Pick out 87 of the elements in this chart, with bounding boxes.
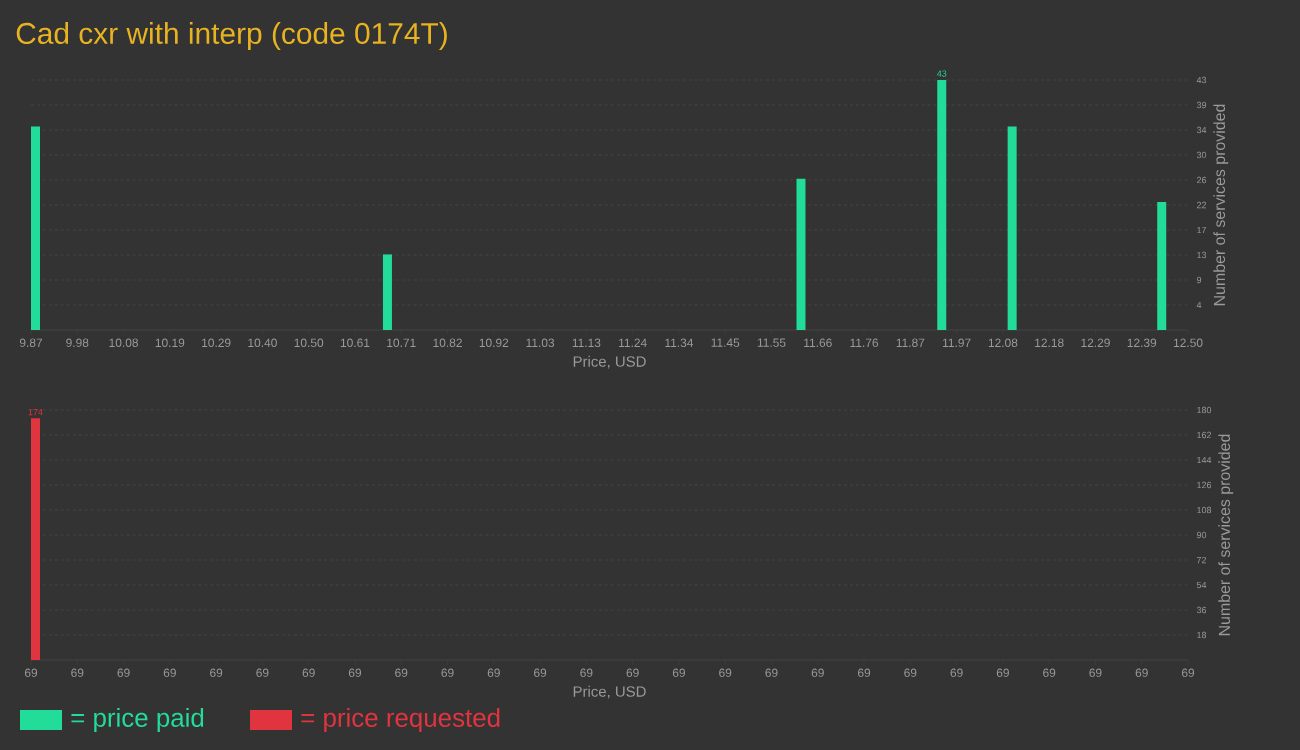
bar	[796, 178, 806, 331]
x-tick-label: 69	[24, 668, 38, 677]
x-tick-label: 69	[1089, 668, 1102, 677]
y-axis-title: Number of services provided	[1218, 434, 1234, 636]
y-tick-label: 26	[1196, 176, 1207, 184]
bar	[31, 126, 40, 331]
x-tick-label: 69	[487, 668, 500, 677]
bar	[937, 80, 947, 331]
y-tick-label: 4	[1196, 301, 1202, 309]
x-tick-label: 11.97	[943, 338, 971, 347]
x-tick-label: 69	[719, 668, 732, 677]
x-tick-label: 69	[580, 668, 593, 677]
y-tick-label: 126	[1197, 481, 1212, 489]
x-tick-label: 10.71	[387, 338, 416, 347]
legend-label: = price paid	[71, 707, 204, 733]
x-tick-label: 69	[1181, 668, 1195, 677]
y-axis-title: Number of services provided	[1213, 104, 1229, 306]
x-axis-title: Price, USD	[573, 685, 646, 699]
x-tick-label: 10.40	[248, 338, 277, 347]
y-tick-label: 54	[1196, 581, 1207, 589]
x-tick-label: 10.19	[155, 338, 185, 347]
x-tick-label: 11.76	[850, 338, 879, 347]
y-tick-label: 9	[1196, 276, 1202, 284]
y-tick-label: 180	[1197, 406, 1212, 414]
y-tick-label: 43	[1196, 76, 1207, 84]
x-tick-label: 69	[395, 668, 408, 677]
x-tick-label: 9.98	[66, 338, 89, 347]
y-tick-label: 39	[1196, 101, 1207, 109]
x-tick-label: 69	[441, 668, 454, 677]
x-tick-label: 69	[534, 668, 547, 677]
x-tick-label: 69	[1135, 668, 1148, 677]
x-tick-label: 11.45	[711, 338, 740, 347]
data-label: 43	[936, 70, 947, 77]
x-tick-label: 69	[904, 668, 917, 677]
x-tick-label: 69	[302, 668, 315, 677]
x-tick-label: 11.03	[526, 338, 555, 347]
x-tick-label: 69	[765, 668, 778, 677]
y-tick-label: 144	[1197, 456, 1212, 464]
y-tick-label: 13	[1197, 251, 1207, 259]
x-tick-label: 12.39	[1127, 338, 1157, 347]
legend-label: = price requested	[301, 707, 500, 733]
x-tick-label: 11.13	[572, 338, 601, 347]
x-tick-label: 12.08	[988, 338, 1018, 347]
y-tick-label: 30	[1196, 151, 1207, 159]
chart-title: Cad cxr with interp (code 0174T)	[16, 22, 447, 50]
x-tick-label: 11.24	[619, 338, 647, 347]
data-label: 174	[28, 408, 43, 416]
x-tick-label: 11.55	[757, 338, 786, 347]
bar	[1007, 126, 1017, 331]
y-tick-label: 72	[1196, 556, 1207, 564]
bar	[382, 254, 392, 331]
x-tick-label: 69	[348, 668, 362, 677]
y-tick-label: 90	[1196, 531, 1207, 539]
x-tick-label: 10.50	[294, 338, 324, 347]
x-tick-label: 69	[626, 668, 639, 677]
y-tick-label: 22	[1196, 201, 1207, 209]
x-tick-label: 11.34	[665, 338, 694, 347]
x-tick-label: 10.92	[479, 338, 509, 347]
x-tick-label: 12.29	[1081, 338, 1110, 347]
x-tick-label: 11.66	[804, 338, 832, 347]
x-tick-label: 12.50	[1173, 338, 1203, 347]
x-tick-label: 9.87	[19, 338, 43, 347]
x-tick-label: 10.61	[340, 338, 370, 347]
x-tick-label: 10.29	[202, 338, 231, 347]
x-tick-label: 11.87	[896, 338, 925, 347]
x-tick-label: 69	[858, 668, 871, 677]
x-tick-label: 69	[996, 668, 1009, 677]
x-tick-label: 69	[672, 668, 685, 677]
y-tick-label: 18	[1197, 631, 1207, 639]
x-tick-label: 69	[1043, 668, 1056, 677]
y-tick-label: 36	[1196, 606, 1207, 614]
x-tick-label: 10.08	[109, 338, 138, 347]
x-tick-label: 12.18	[1035, 338, 1064, 347]
bar	[1157, 202, 1167, 331]
y-tick-label: 162	[1197, 431, 1212, 439]
x-tick-label: 69	[811, 668, 824, 677]
x-tick-label: 69	[163, 668, 176, 677]
x-tick-label: 69	[71, 668, 84, 677]
x-tick-label: 69	[950, 668, 963, 677]
y-tick-label: 108	[1197, 506, 1212, 514]
y-tick-label: 17	[1197, 226, 1207, 234]
x-tick-label: 69	[117, 668, 130, 677]
y-tick-label: 34	[1196, 126, 1207, 134]
x-tick-label: 10.82	[433, 338, 462, 347]
x-axis-title: Price, USD	[573, 355, 646, 369]
x-tick-label: 69	[256, 668, 269, 677]
x-tick-label: 69	[210, 668, 223, 677]
